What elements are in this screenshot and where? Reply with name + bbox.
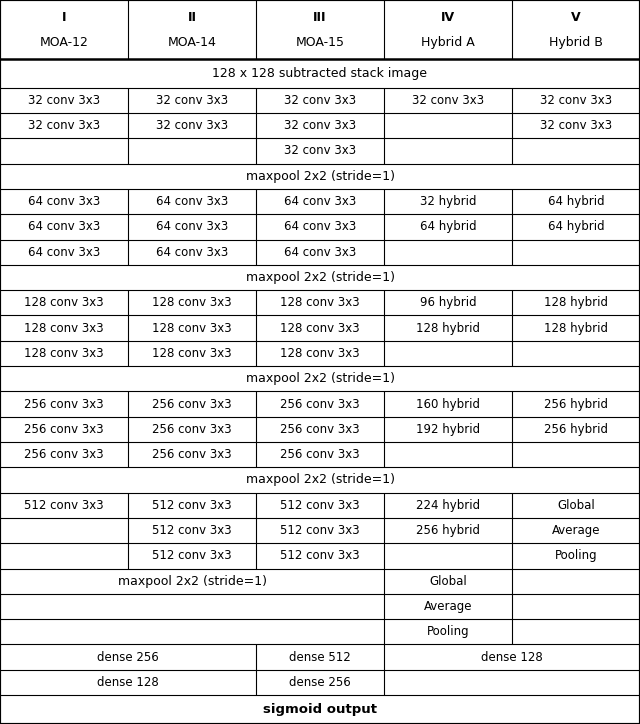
Text: MOA-14: MOA-14 — [168, 35, 216, 49]
Text: 192 hybrid: 192 hybrid — [416, 423, 480, 436]
Text: 128 conv 3x3: 128 conv 3x3 — [280, 296, 360, 309]
Text: 64 conv 3x3: 64 conv 3x3 — [28, 220, 100, 233]
Text: 32 conv 3x3: 32 conv 3x3 — [540, 119, 612, 132]
Text: 512 conv 3x3: 512 conv 3x3 — [280, 550, 360, 563]
Text: dense 256: dense 256 — [97, 651, 159, 664]
Text: Average: Average — [424, 600, 472, 613]
Text: 64 conv 3x3: 64 conv 3x3 — [156, 195, 228, 208]
Text: 128 hybrid: 128 hybrid — [544, 296, 608, 309]
Text: 128 conv 3x3: 128 conv 3x3 — [24, 296, 104, 309]
Text: 512 conv 3x3: 512 conv 3x3 — [280, 524, 360, 537]
Text: maxpool 2x2 (stride=1): maxpool 2x2 (stride=1) — [246, 473, 394, 487]
Text: 64 conv 3x3: 64 conv 3x3 — [284, 220, 356, 233]
Text: 256 hybrid: 256 hybrid — [544, 397, 608, 411]
Text: 64 conv 3x3: 64 conv 3x3 — [28, 195, 100, 208]
Text: 64 conv 3x3: 64 conv 3x3 — [284, 195, 356, 208]
Text: 64 hybrid: 64 hybrid — [548, 220, 604, 233]
Text: 32 conv 3x3: 32 conv 3x3 — [284, 94, 356, 107]
Text: sigmoid output: sigmoid output — [263, 703, 377, 716]
Text: 64 conv 3x3: 64 conv 3x3 — [156, 245, 228, 258]
Text: Global: Global — [429, 575, 467, 588]
Text: 64 conv 3x3: 64 conv 3x3 — [284, 245, 356, 258]
Text: 512 conv 3x3: 512 conv 3x3 — [152, 550, 232, 563]
Text: II: II — [188, 11, 196, 24]
Text: 128 conv 3x3: 128 conv 3x3 — [152, 347, 232, 360]
Text: 128 conv 3x3: 128 conv 3x3 — [24, 321, 104, 334]
Text: MOA-15: MOA-15 — [296, 35, 344, 49]
Text: 32 conv 3x3: 32 conv 3x3 — [284, 145, 356, 157]
Text: Average: Average — [552, 524, 600, 537]
Text: Global: Global — [557, 499, 595, 512]
Text: dense 128: dense 128 — [97, 676, 159, 689]
Text: III: III — [313, 11, 327, 24]
Text: maxpool 2x2 (stride=1): maxpool 2x2 (stride=1) — [118, 575, 266, 588]
Text: 256 conv 3x3: 256 conv 3x3 — [280, 397, 360, 411]
Text: 64 conv 3x3: 64 conv 3x3 — [28, 245, 100, 258]
Text: 32 conv 3x3: 32 conv 3x3 — [28, 119, 100, 132]
Text: Pooling: Pooling — [427, 626, 469, 639]
Text: I: I — [61, 11, 67, 24]
Text: maxpool 2x2 (stride=1): maxpool 2x2 (stride=1) — [246, 372, 394, 385]
Text: V: V — [571, 11, 581, 24]
Text: Hybrid B: Hybrid B — [549, 35, 603, 49]
Text: 256 conv 3x3: 256 conv 3x3 — [280, 448, 360, 461]
Text: 512 conv 3x3: 512 conv 3x3 — [152, 499, 232, 512]
Text: 128 conv 3x3: 128 conv 3x3 — [152, 321, 232, 334]
Text: 512 conv 3x3: 512 conv 3x3 — [152, 524, 232, 537]
Text: 512 conv 3x3: 512 conv 3x3 — [24, 499, 104, 512]
Text: 128 hybrid: 128 hybrid — [544, 321, 608, 334]
Text: 32 hybrid: 32 hybrid — [420, 195, 476, 208]
Text: 128 conv 3x3: 128 conv 3x3 — [280, 321, 360, 334]
Text: 32 conv 3x3: 32 conv 3x3 — [156, 94, 228, 107]
Text: dense 128: dense 128 — [481, 651, 543, 664]
Text: 128 conv 3x3: 128 conv 3x3 — [152, 296, 232, 309]
Text: 256 conv 3x3: 256 conv 3x3 — [152, 448, 232, 461]
Text: 128 hybrid: 128 hybrid — [416, 321, 480, 334]
Text: 32 conv 3x3: 32 conv 3x3 — [28, 94, 100, 107]
Text: 128 conv 3x3: 128 conv 3x3 — [24, 347, 104, 360]
Text: 64 conv 3x3: 64 conv 3x3 — [156, 220, 228, 233]
Text: 256 hybrid: 256 hybrid — [544, 423, 608, 436]
Text: 64 hybrid: 64 hybrid — [420, 220, 476, 233]
Text: 32 conv 3x3: 32 conv 3x3 — [540, 94, 612, 107]
Text: MOA-12: MOA-12 — [40, 35, 88, 49]
Text: Hybrid A: Hybrid A — [421, 35, 475, 49]
Text: 96 hybrid: 96 hybrid — [420, 296, 476, 309]
Text: 256 conv 3x3: 256 conv 3x3 — [24, 448, 104, 461]
Text: 160 hybrid: 160 hybrid — [416, 397, 480, 411]
Text: IV: IV — [441, 11, 455, 24]
Text: 256 conv 3x3: 256 conv 3x3 — [152, 397, 232, 411]
Text: dense 256: dense 256 — [289, 676, 351, 689]
Text: dense 512: dense 512 — [289, 651, 351, 664]
Text: maxpool 2x2 (stride=1): maxpool 2x2 (stride=1) — [246, 169, 394, 182]
Text: 512 conv 3x3: 512 conv 3x3 — [280, 499, 360, 512]
Text: 32 conv 3x3: 32 conv 3x3 — [156, 119, 228, 132]
Text: 224 hybrid: 224 hybrid — [416, 499, 480, 512]
Text: 256 conv 3x3: 256 conv 3x3 — [280, 423, 360, 436]
Text: 32 conv 3x3: 32 conv 3x3 — [284, 119, 356, 132]
Text: Pooling: Pooling — [555, 550, 597, 563]
Text: 256 conv 3x3: 256 conv 3x3 — [24, 397, 104, 411]
Text: 256 conv 3x3: 256 conv 3x3 — [152, 423, 232, 436]
Text: 32 conv 3x3: 32 conv 3x3 — [412, 94, 484, 107]
Text: 128 conv 3x3: 128 conv 3x3 — [280, 347, 360, 360]
Text: maxpool 2x2 (stride=1): maxpool 2x2 (stride=1) — [246, 271, 394, 284]
Text: 256 conv 3x3: 256 conv 3x3 — [24, 423, 104, 436]
Text: 256 hybrid: 256 hybrid — [416, 524, 480, 537]
Text: 128 x 128 subtracted stack image: 128 x 128 subtracted stack image — [212, 67, 428, 80]
Text: 64 hybrid: 64 hybrid — [548, 195, 604, 208]
